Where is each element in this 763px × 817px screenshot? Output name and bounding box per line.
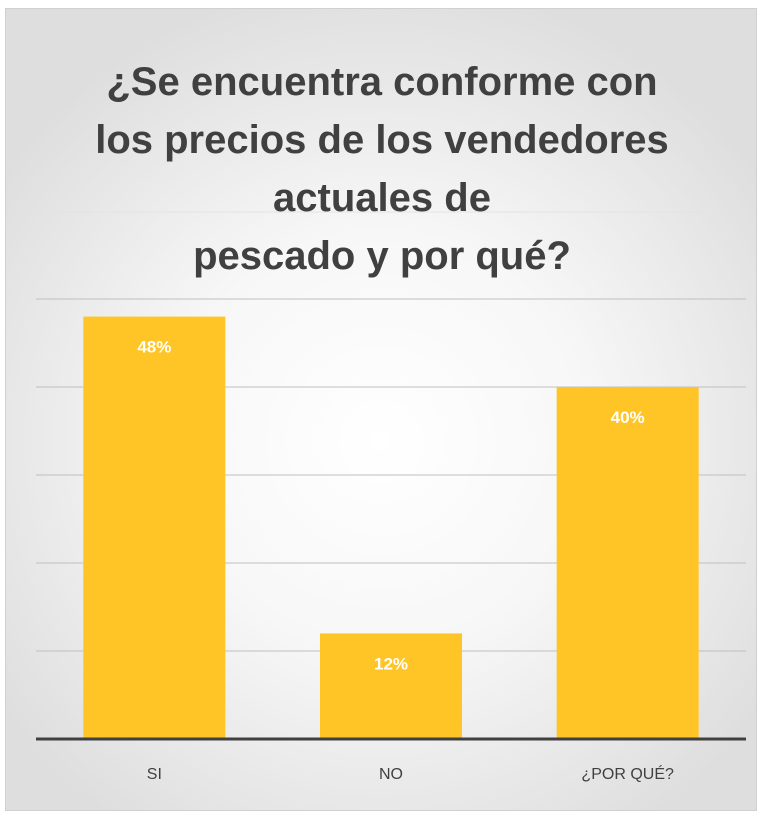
plot-area: 48% 12% 40% SI NO ¿POR QUÉ? xyxy=(36,211,746,783)
x-tick-label: ¿POR QUÉ? xyxy=(581,764,674,783)
x-tick-label: SI xyxy=(147,766,162,783)
chart-title-line-4: pescado y por qué? xyxy=(193,234,571,278)
chart-title-line-1: ¿Se encuentra conforme con xyxy=(106,60,658,104)
bars xyxy=(83,316,699,739)
x-tick-label: NO xyxy=(379,766,403,783)
bar-porqu xyxy=(556,387,699,739)
data-labels: 48% 12% 40% xyxy=(137,338,644,674)
chart-title-line-2: los precios de los vendedores xyxy=(95,118,669,162)
chart-title: ¿Se encuentra conforme con los precios d… xyxy=(6,53,758,285)
bar-no xyxy=(320,633,462,739)
chart-area: ¿Se encuentra conforme con los precios d… xyxy=(5,8,757,811)
data-label: 40% xyxy=(611,408,645,427)
data-label: 48% xyxy=(137,338,171,357)
x-tick-labels: SI NO ¿POR QUÉ? xyxy=(147,764,674,783)
chart-title-line-3: actuales de xyxy=(273,176,491,220)
bar-si xyxy=(83,316,226,739)
data-label: 12% xyxy=(374,654,408,673)
